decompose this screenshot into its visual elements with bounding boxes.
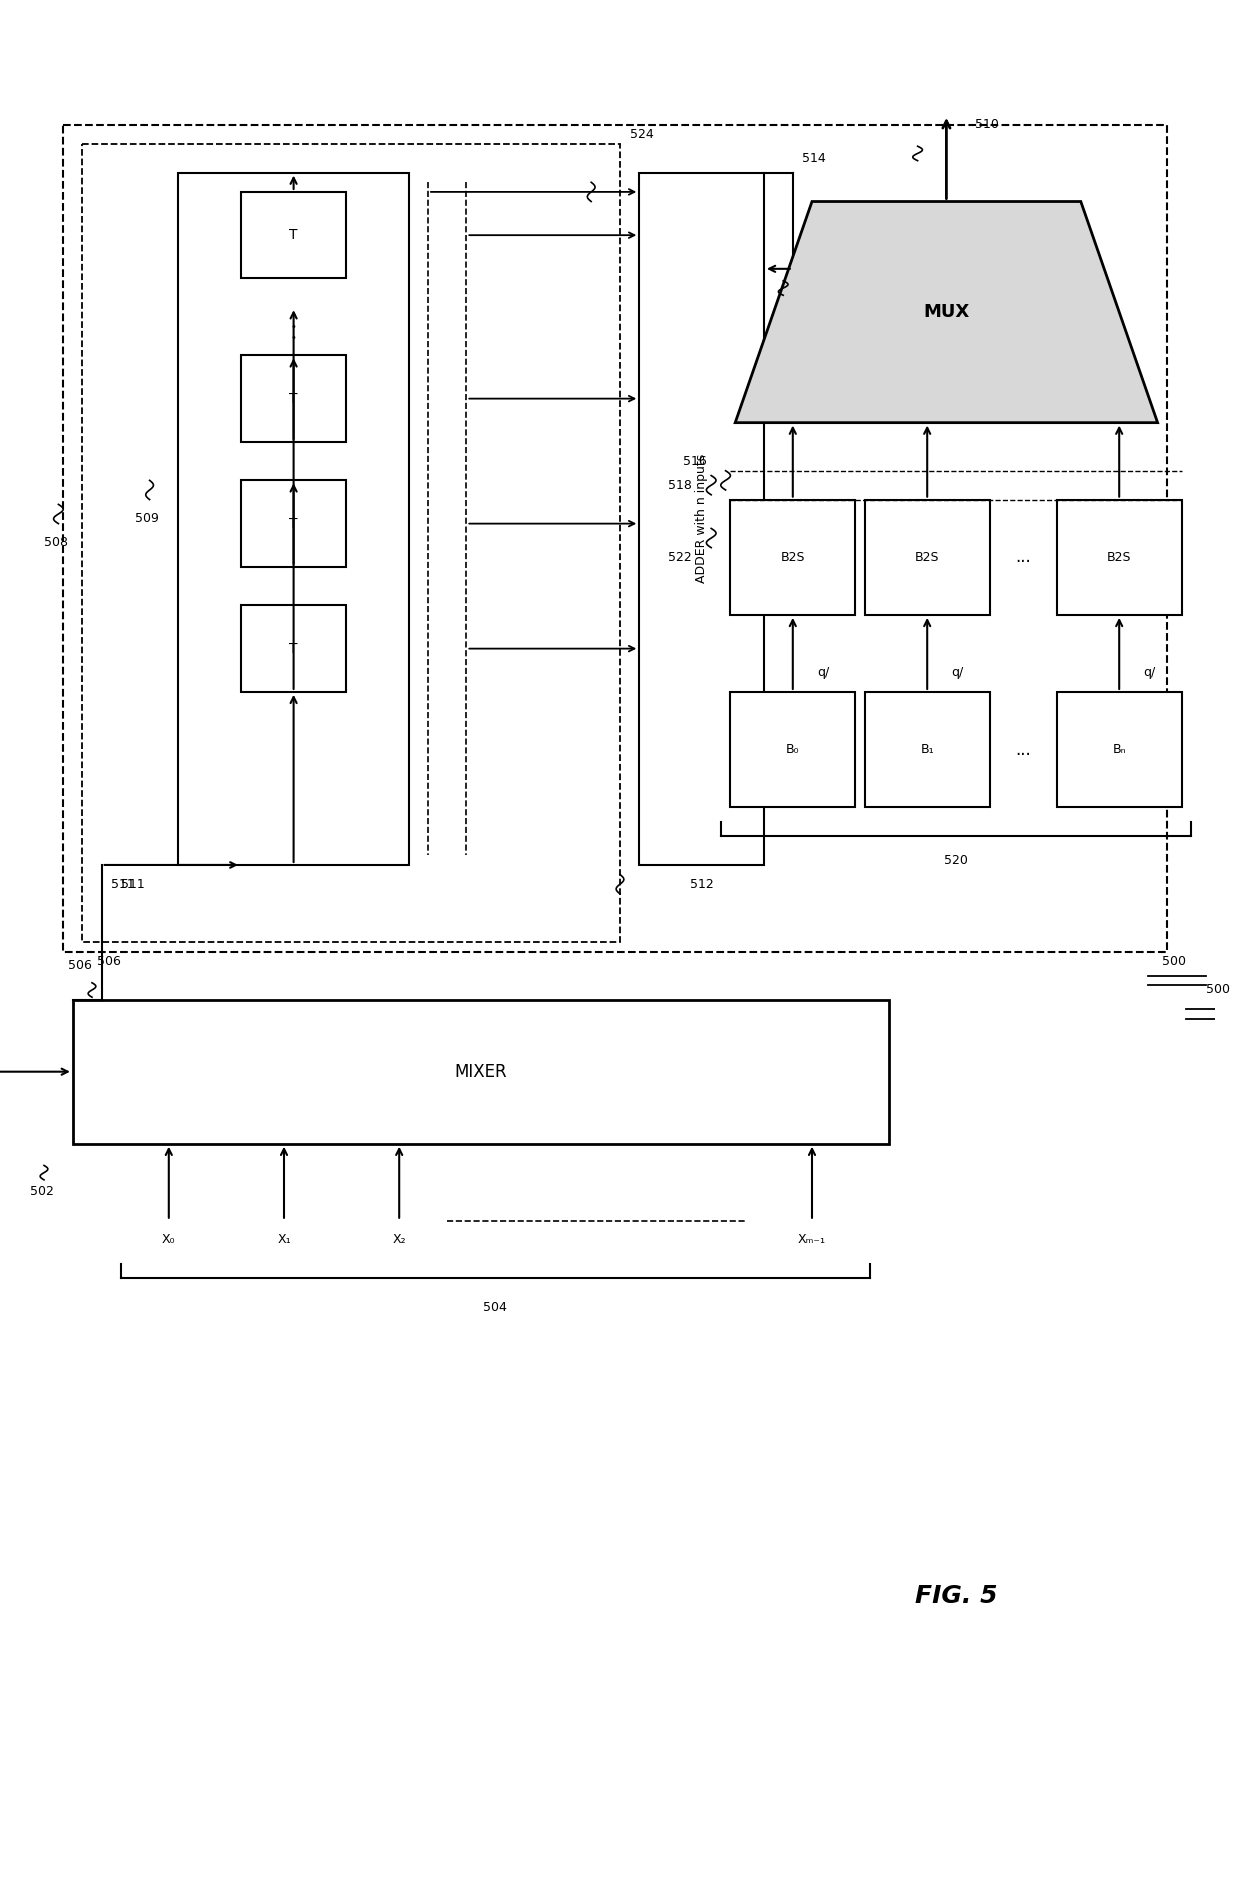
Text: •
•
•: • • • — [290, 310, 296, 343]
Text: ADDER with n inputs: ADDER with n inputs — [696, 455, 708, 584]
Text: Bₙ: Bₙ — [1112, 742, 1126, 755]
Text: B2S: B2S — [1107, 550, 1131, 563]
Bar — [73, 999, 889, 1144]
Polygon shape — [735, 202, 1158, 422]
Text: 508: 508 — [43, 537, 68, 550]
Text: FIG. 5: FIG. 5 — [915, 1583, 997, 1608]
Bar — [864, 693, 990, 807]
Text: 500: 500 — [1162, 955, 1187, 967]
Text: 502: 502 — [30, 1186, 53, 1199]
Text: 512: 512 — [689, 877, 713, 891]
Text: 509: 509 — [135, 512, 159, 525]
Text: T: T — [289, 641, 298, 657]
Text: X₂: X₂ — [392, 1233, 405, 1246]
Bar — [241, 605, 346, 693]
Bar — [241, 480, 346, 567]
Bar — [730, 693, 856, 807]
Text: 524: 524 — [630, 128, 653, 141]
Text: T: T — [289, 516, 298, 531]
Bar — [82, 145, 620, 942]
Text: 500: 500 — [1205, 984, 1230, 997]
Text: X₁: X₁ — [278, 1233, 291, 1246]
Bar — [1056, 693, 1182, 807]
Text: T: T — [289, 228, 298, 242]
Text: ...: ... — [1016, 740, 1032, 759]
Text: Xₘ₋₁: Xₘ₋₁ — [799, 1233, 826, 1246]
Bar — [1056, 500, 1182, 615]
Text: q/: q/ — [1143, 666, 1156, 679]
Bar — [241, 356, 346, 441]
Text: 511: 511 — [112, 877, 135, 891]
Text: B2S: B2S — [780, 550, 805, 563]
Text: B₁: B₁ — [920, 742, 934, 755]
Text: MUX: MUX — [924, 303, 970, 322]
Text: ...: ... — [1016, 548, 1032, 567]
Text: 520: 520 — [944, 854, 968, 866]
Text: 522: 522 — [668, 550, 692, 563]
Text: B₀: B₀ — [786, 742, 800, 755]
Bar — [179, 173, 409, 866]
Text: 504: 504 — [484, 1302, 507, 1313]
Text: 514: 514 — [802, 152, 826, 166]
Text: q/: q/ — [951, 666, 963, 679]
Text: B2S: B2S — [915, 550, 940, 563]
Text: MIXER: MIXER — [455, 1062, 507, 1081]
Bar — [241, 192, 346, 278]
Text: 511: 511 — [120, 877, 145, 891]
Text: 516: 516 — [683, 455, 707, 468]
Bar — [864, 500, 990, 615]
Text: 506: 506 — [97, 955, 120, 967]
Bar — [63, 124, 1167, 952]
Bar — [639, 173, 764, 866]
Text: 510: 510 — [975, 118, 999, 131]
Text: 506: 506 — [68, 959, 92, 972]
Text: 518: 518 — [668, 480, 692, 491]
Text: X₀: X₀ — [162, 1233, 176, 1246]
Text: T: T — [289, 392, 298, 405]
Text: q/: q/ — [817, 666, 830, 679]
Bar — [730, 500, 856, 615]
